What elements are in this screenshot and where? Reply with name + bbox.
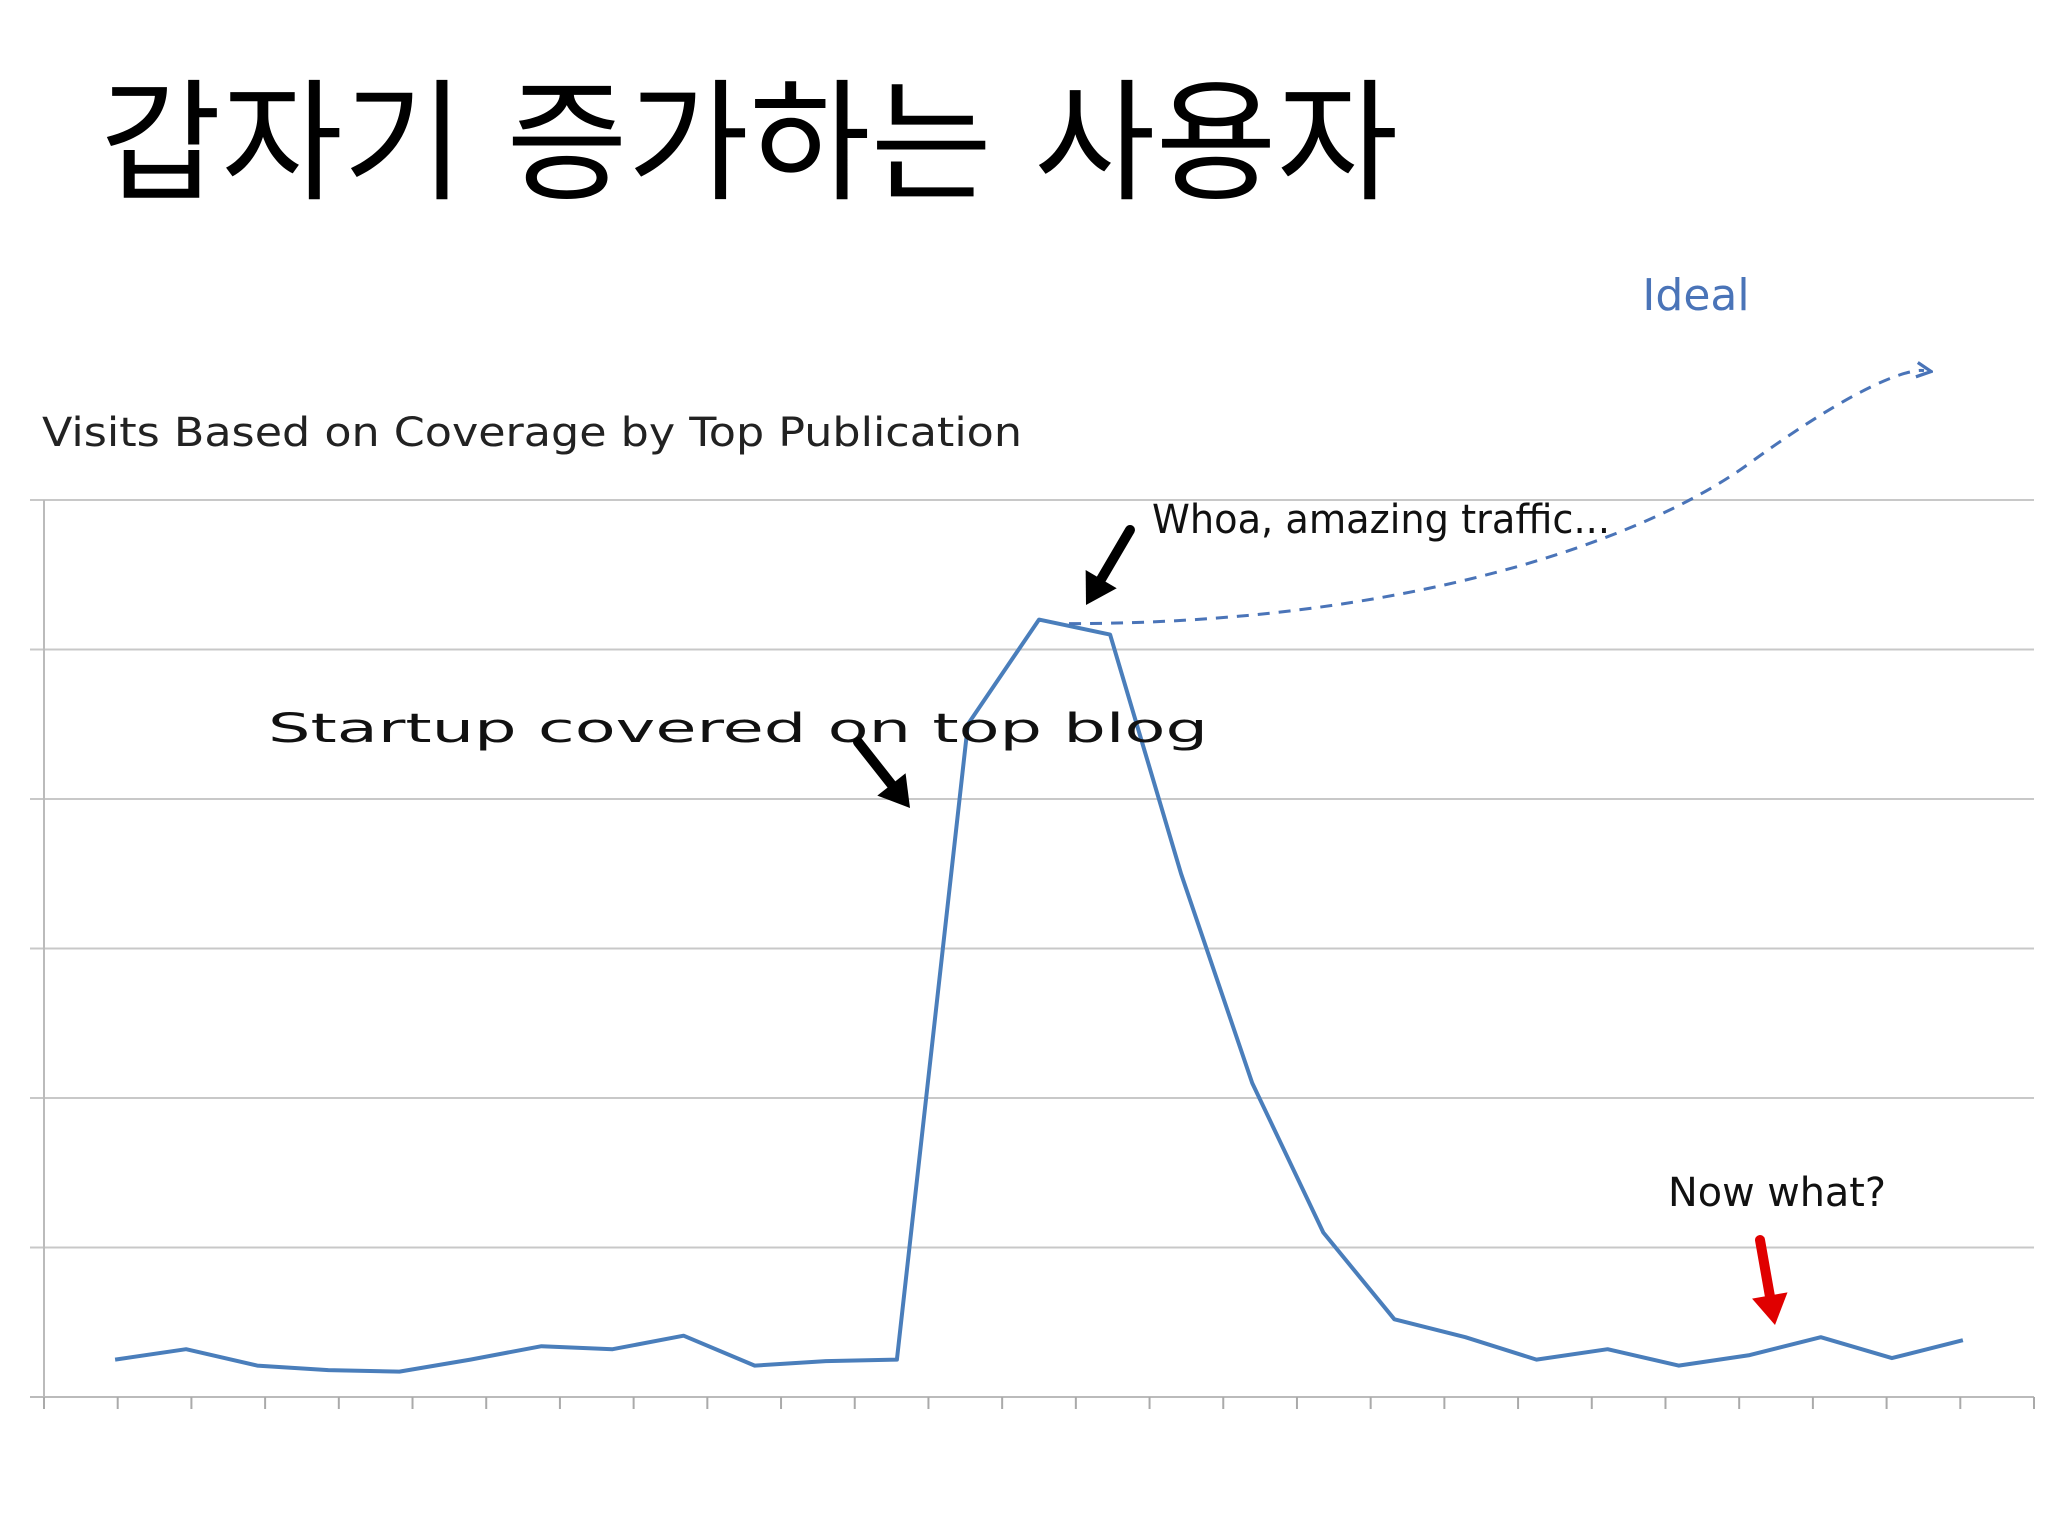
- annotation-now-what: Now what?: [1668, 1170, 1886, 1216]
- slide-title: 갑자기 증가하는 사용자: [100, 67, 1399, 221]
- arrow-startup-shaft: [853, 737, 897, 790]
- chart-title: Visits Based on Coverage by Top Publicat…: [42, 410, 1022, 456]
- visits-series-line: [114, 617, 1964, 1374]
- ideal-label: Ideal: [1642, 270, 1749, 321]
- arrow-now-what-shaft: [1755, 1235, 1775, 1301]
- annotations: Startup covered on top blog Whoa, amazing…: [268, 497, 1886, 1325]
- annotation-startup: Startup covered on top blog: [268, 706, 1208, 752]
- arrow-now-what-head: [1752, 1292, 1788, 1325]
- annotation-whoa: Whoa, amazing traffic...: [1152, 497, 1610, 543]
- x-axis: [30, 500, 2035, 1409]
- arrow-whoa-shaft: [1096, 525, 1135, 585]
- arrow-whoa-head: [1085, 570, 1117, 605]
- ideal-dashed-line: [1068, 370, 1924, 626]
- gridlines: [30, 499, 2034, 1249]
- arrow-startup-head: [877, 773, 910, 808]
